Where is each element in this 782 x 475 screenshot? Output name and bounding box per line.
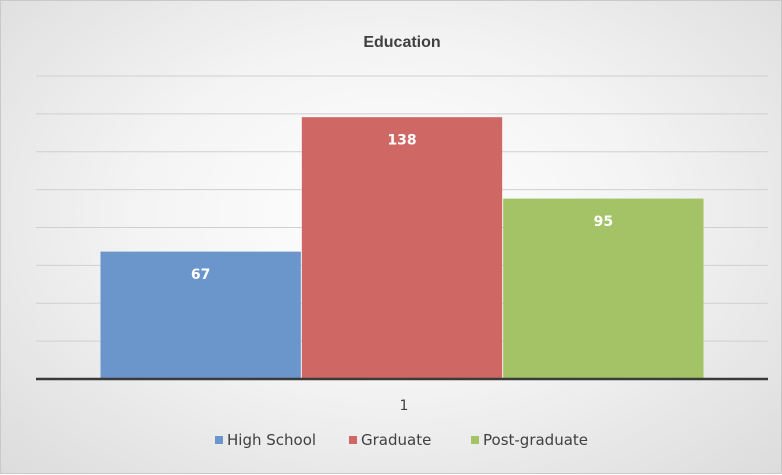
bars (100, 117, 704, 380)
legend: High School Graduate Post-graduate (215, 431, 588, 449)
legend-item-graduate: Graduate (349, 431, 431, 449)
legend-label: Graduate (361, 431, 431, 449)
legend-swatch (215, 436, 223, 444)
legend-item-high-school: High School (215, 431, 316, 449)
x-tick-label: 1 (400, 398, 409, 414)
data-label: 138 (387, 133, 416, 149)
data-label: 67 (191, 267, 210, 283)
legend-label: Post-graduate (483, 431, 588, 449)
legend-swatch (471, 436, 479, 444)
legend-item-post-graduate: Post-graduate (471, 431, 588, 449)
legend-label: High School (227, 431, 316, 449)
data-labels: 67 138 95 (191, 133, 613, 283)
chart-title: Education (363, 34, 440, 51)
bar-graduate (301, 117, 503, 380)
bar-post-graduate (503, 198, 704, 380)
data-label: 95 (594, 214, 613, 230)
legend-swatch (349, 436, 357, 444)
x-axis-ticks: 1 (400, 398, 409, 414)
bar-high-school (100, 251, 301, 380)
